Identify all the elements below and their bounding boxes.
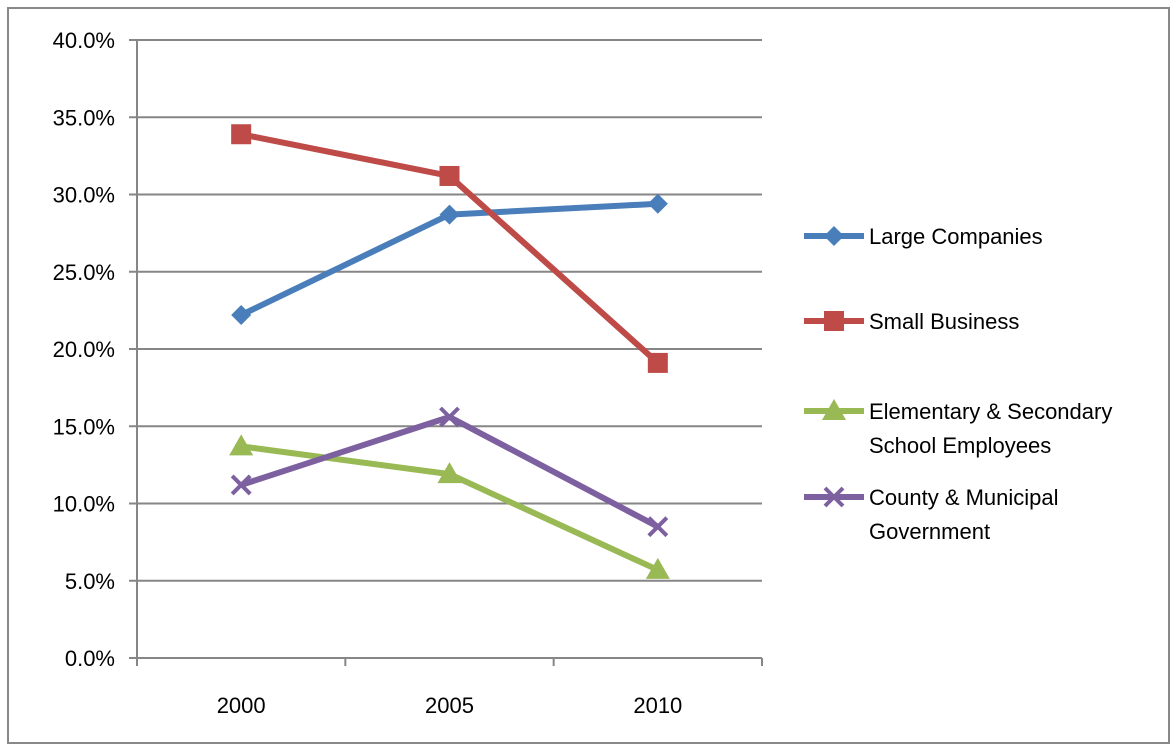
- marker-stroke: [647, 516, 669, 538]
- marker-stroke: [230, 474, 252, 496]
- data-point: [645, 557, 670, 579]
- data-point: [647, 193, 668, 214]
- series-large-companies: [231, 193, 668, 326]
- data-point: [231, 124, 252, 145]
- y-tick-label: 40.0%: [53, 28, 115, 53]
- legend-item-county-municipal-government: County & Municipal Government: [804, 485, 1059, 544]
- legend-label: Small Business: [869, 309, 1019, 334]
- data-point: [439, 204, 460, 225]
- y-tick-label: 20.0%: [53, 337, 115, 362]
- y-tick-label: 30.0%: [53, 183, 115, 208]
- legend-swatch-marker: [824, 311, 844, 331]
- legend-swatch-marker: [822, 399, 846, 420]
- data-point: [647, 516, 669, 538]
- legend-item-elementary-secondary-school-employees: Elementary & Secondary School Employees: [804, 399, 1112, 458]
- x-tick-label: 2000: [217, 693, 266, 718]
- y-tick-label: 35.0%: [53, 105, 115, 130]
- y-tick-label: 15.0%: [53, 414, 115, 439]
- legend-label: School Employees: [869, 433, 1051, 458]
- marker-stroke: [439, 406, 460, 428]
- chart-frame: [7, 7, 1170, 744]
- series-county-municipal-government: [230, 406, 669, 538]
- series-elementary-secondary-school-employees: [229, 434, 670, 579]
- x-tick-label: 2005: [425, 693, 474, 718]
- legend-label: Large Companies: [869, 224, 1043, 249]
- data-point: [647, 352, 668, 373]
- y-tick-label: 10.0%: [53, 492, 115, 517]
- data-point: [231, 305, 252, 326]
- legend-swatch-marker: [823, 486, 845, 508]
- series-lines: [229, 124, 670, 579]
- data-point: [439, 406, 460, 428]
- series-small-business: [231, 124, 668, 373]
- data-point: [229, 434, 254, 456]
- legend-item-large-companies: Large Companies: [804, 224, 1043, 249]
- legend-swatch-marker: [824, 226, 844, 246]
- legend-label: Government: [869, 519, 990, 544]
- legend-label: County & Municipal: [869, 485, 1059, 510]
- gridlines: [137, 39, 762, 582]
- data-point: [439, 165, 460, 186]
- marker-stroke: [823, 486, 845, 508]
- legend-item-small-business: Small Business: [804, 309, 1019, 334]
- data-point: [230, 474, 252, 496]
- legend-label: Elementary & Secondary: [869, 399, 1112, 424]
- data-point: [437, 462, 462, 484]
- x-tick-label: 2010: [633, 693, 682, 718]
- y-tick-label: 0.0%: [65, 646, 115, 671]
- y-tick-label: 5.0%: [65, 569, 115, 594]
- legend: Large Companies Small Business Elementary …: [804, 224, 1112, 544]
- y-tick-label: 25.0%: [53, 260, 115, 285]
- axes: 0.0% 5.0% 10.0% 15.0% 20.0% 25.0% 30.0% 35.0% 40…: [53, 28, 763, 718]
